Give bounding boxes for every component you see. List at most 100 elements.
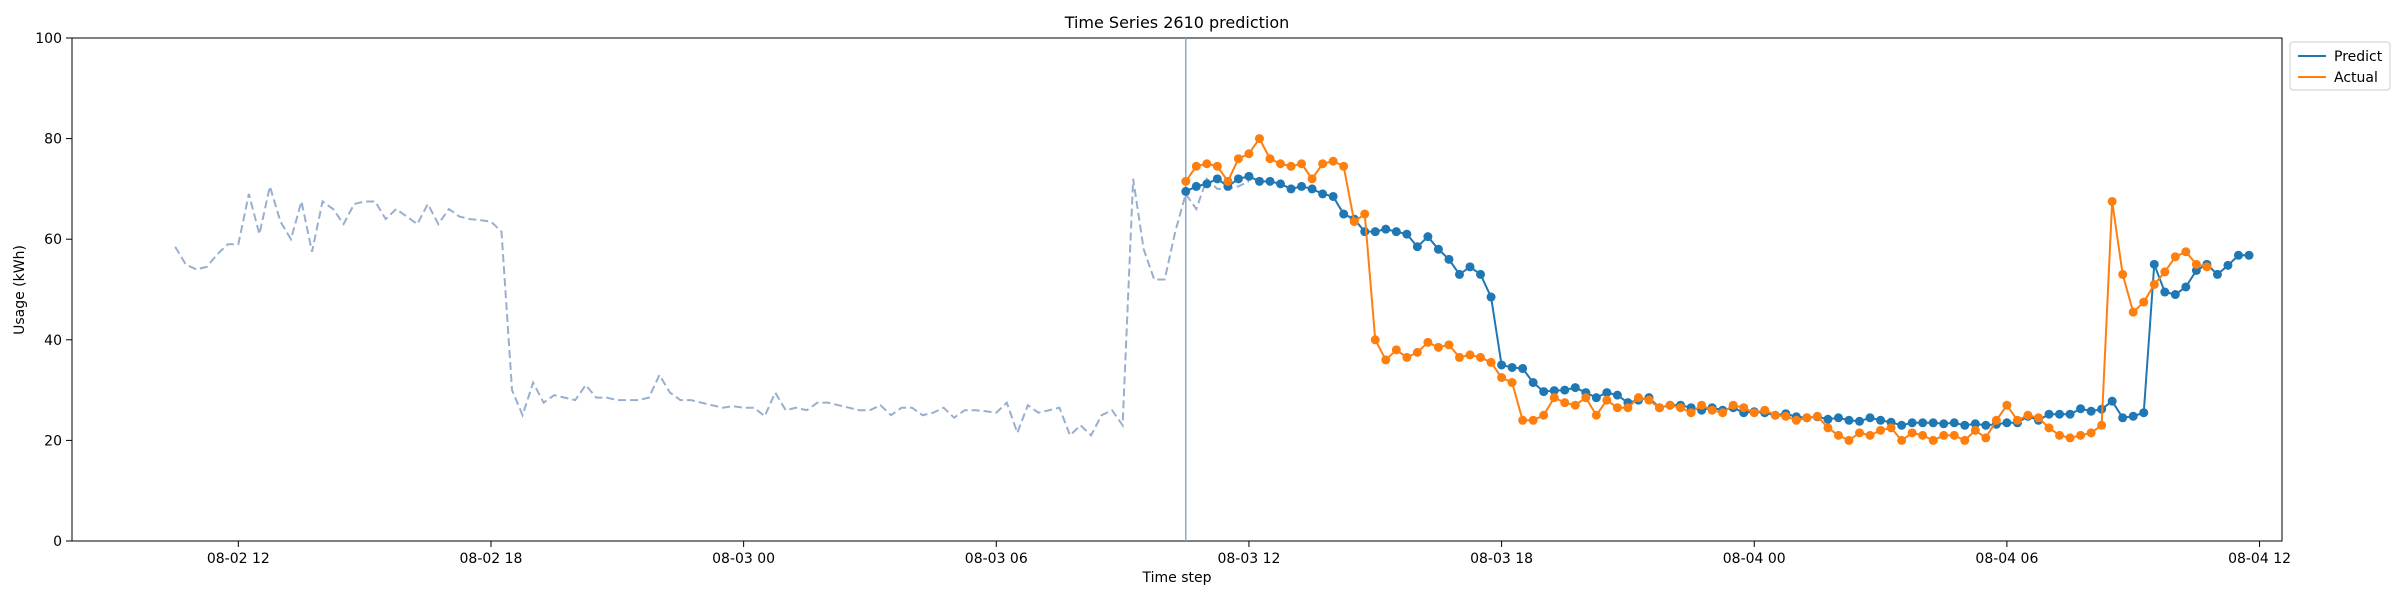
predict-point (1855, 416, 1865, 426)
actual-point (1454, 352, 1464, 362)
legend: Predict Actual (2289, 41, 2391, 91)
actual-point (1244, 149, 1254, 159)
predict-point (1897, 420, 1907, 430)
predict-point (1602, 388, 1612, 398)
predict-point (1423, 232, 1433, 242)
y-tick-label: 80 (44, 132, 62, 148)
x-axis-label: Time step (1142, 570, 1212, 586)
predict-point (1833, 413, 1843, 423)
predict-point (1328, 191, 1338, 201)
predict-point (1507, 362, 1517, 372)
predict-point (1254, 176, 1264, 186)
actual-point (1212, 161, 1222, 171)
predict-point (1307, 184, 1317, 194)
actual-point (1497, 373, 1507, 383)
actual-point (1328, 156, 1338, 166)
actual-point (2002, 400, 2012, 410)
predict-point (2149, 259, 2159, 269)
predict-point (1949, 418, 1959, 428)
actual-point (1360, 209, 1370, 219)
series-layer (174, 134, 2254, 445)
predict-point (1276, 179, 1286, 189)
actual-point (1402, 352, 1412, 362)
actual-point (1876, 425, 1886, 435)
actual-point (1444, 340, 1454, 350)
actual-point (1233, 154, 1243, 164)
actual-point (2065, 433, 2075, 443)
actual-point (1897, 435, 1907, 445)
x-tick-label: 08-04 12 (2228, 551, 2291, 567)
predict-point (1265, 176, 1275, 186)
x-tick-label: 08-03 00 (712, 551, 775, 567)
predict-point (1454, 269, 1464, 279)
series-actual (1181, 134, 2212, 445)
predict-point (1918, 418, 1928, 428)
predict-point (1444, 254, 1454, 264)
predict-point (1370, 227, 1380, 237)
actual-point (2149, 279, 2159, 289)
actual-point (1276, 159, 1286, 169)
predict-point (2160, 287, 2170, 297)
actual-point (1855, 428, 1865, 438)
actual-point (1623, 403, 1633, 413)
x-tick-label: 08-04 00 (1723, 551, 1786, 567)
actual-point (1907, 428, 1917, 438)
actual-point (1928, 435, 1938, 445)
predict-point (1907, 418, 1917, 428)
actual-point (2055, 430, 2065, 440)
predict-point (1412, 242, 1422, 252)
actual-point (1760, 405, 1770, 415)
predict-point (2044, 409, 2054, 419)
predict-point (2233, 250, 2243, 260)
y-tick-label: 40 (44, 333, 62, 349)
actual-point (1528, 415, 1538, 425)
legend-label-actual: Actual (2334, 70, 2378, 86)
predict-point (1297, 181, 1307, 191)
predict-point (1960, 420, 1970, 430)
y-tick-label: 100 (35, 31, 62, 47)
predict-point (2086, 406, 2096, 416)
predict-point (2002, 418, 2012, 428)
actual-point (1602, 395, 1612, 405)
predict-point (2118, 413, 2128, 423)
x-tick-label: 08-02 18 (460, 551, 523, 567)
x-tick-label: 08-04 06 (1975, 551, 2038, 567)
actual-point (1191, 161, 1201, 171)
actual-point (1833, 430, 1843, 440)
predict-point (1433, 244, 1443, 254)
actual-point (1949, 430, 1959, 440)
actual-line (1184, 136, 2208, 442)
predict-point (1939, 419, 1949, 429)
predict-point (1865, 413, 1875, 423)
actual-point (1486, 357, 1496, 367)
actual-point (1728, 400, 1738, 410)
actual-point (1591, 410, 1601, 420)
predict-point (2181, 282, 2191, 292)
actual-point (1718, 408, 1728, 418)
actual-point (2012, 415, 2022, 425)
predict-point (1549, 386, 1559, 396)
series-predict (1181, 171, 2254, 430)
predict-point (2244, 250, 2254, 260)
predict-point (1465, 262, 1475, 272)
predict-point (1181, 186, 1191, 196)
actual-point (1286, 161, 1296, 171)
actual-point (2107, 196, 2117, 206)
actual-point (2139, 297, 2149, 307)
actual-point (1560, 398, 1570, 408)
predict-point (1212, 174, 1222, 184)
predict-point (1823, 414, 1833, 424)
predict-point (2055, 409, 2065, 419)
predict-point (1497, 360, 1507, 370)
actual-point (2023, 410, 2033, 420)
actual-point (1970, 425, 1980, 435)
x-tick-label: 08-02 12 (207, 551, 270, 567)
actual-point (2202, 262, 2212, 272)
actual-point (2170, 252, 2180, 262)
actual-point (1812, 411, 1822, 421)
predict-point (1360, 227, 1370, 237)
predict-point (1381, 224, 1391, 234)
predict-point (2223, 260, 2233, 270)
actual-point (1570, 400, 1580, 410)
actual-point (1465, 350, 1475, 360)
